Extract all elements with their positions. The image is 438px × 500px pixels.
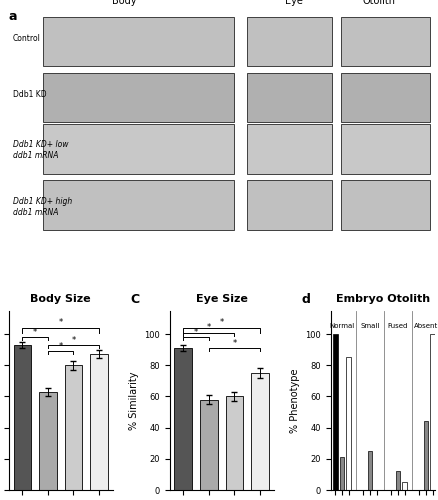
Bar — [90, 354, 108, 490]
Title: Eye Size: Eye Size — [195, 294, 247, 304]
Text: Ddb1 KD: Ddb1 KD — [13, 90, 46, 98]
Bar — [401, 482, 406, 490]
Bar — [14, 345, 31, 490]
Text: *: * — [219, 318, 223, 328]
Text: Control: Control — [13, 34, 41, 42]
Bar — [395, 472, 399, 490]
Text: Otolith: Otolith — [362, 0, 395, 6]
Text: Body: Body — [111, 0, 136, 6]
Bar — [332, 334, 337, 490]
Text: *: * — [71, 336, 75, 344]
Title: Body Size: Body Size — [30, 294, 91, 304]
Bar — [340, 72, 429, 122]
Y-axis label: % Phenotype: % Phenotype — [289, 368, 299, 432]
Text: *: * — [58, 342, 63, 351]
Bar — [225, 396, 243, 490]
Bar — [39, 392, 57, 490]
Text: *: * — [206, 323, 211, 332]
Bar — [247, 180, 332, 230]
Bar — [174, 348, 192, 490]
Text: C: C — [130, 293, 139, 306]
Text: Eye: Eye — [285, 0, 302, 6]
Bar — [43, 180, 234, 230]
Bar — [340, 180, 429, 230]
Bar — [247, 16, 332, 66]
Bar — [43, 72, 234, 122]
Title: Embryo Otolith: Embryo Otolith — [335, 294, 429, 304]
Text: Fused: Fused — [387, 324, 407, 330]
Text: Absent: Absent — [413, 324, 437, 330]
Bar — [251, 373, 268, 490]
Bar — [339, 458, 344, 490]
Bar — [43, 16, 234, 66]
Text: *: * — [194, 328, 198, 337]
Text: Ddb1 KD+ low
ddb1 mRNA: Ddb1 KD+ low ddb1 mRNA — [13, 140, 68, 160]
Bar — [247, 124, 332, 174]
Bar — [346, 358, 350, 490]
Bar — [367, 451, 371, 490]
Text: *: * — [232, 338, 236, 347]
Bar — [423, 422, 427, 490]
Bar — [340, 16, 429, 66]
Bar — [43, 124, 234, 174]
Bar — [247, 72, 332, 122]
Text: Normal: Normal — [328, 324, 354, 330]
Y-axis label: % Similarity: % Similarity — [128, 371, 138, 430]
Text: *: * — [58, 318, 63, 328]
Text: Ddb1 KD+ high
ddb1 mRNA: Ddb1 KD+ high ddb1 mRNA — [13, 198, 72, 217]
Bar — [340, 124, 429, 174]
Text: Small: Small — [360, 324, 379, 330]
Text: a: a — [9, 10, 17, 23]
Text: d: d — [301, 293, 310, 306]
Bar — [429, 334, 434, 490]
Text: *: * — [33, 328, 37, 337]
Bar — [64, 366, 82, 490]
Bar — [200, 400, 217, 490]
